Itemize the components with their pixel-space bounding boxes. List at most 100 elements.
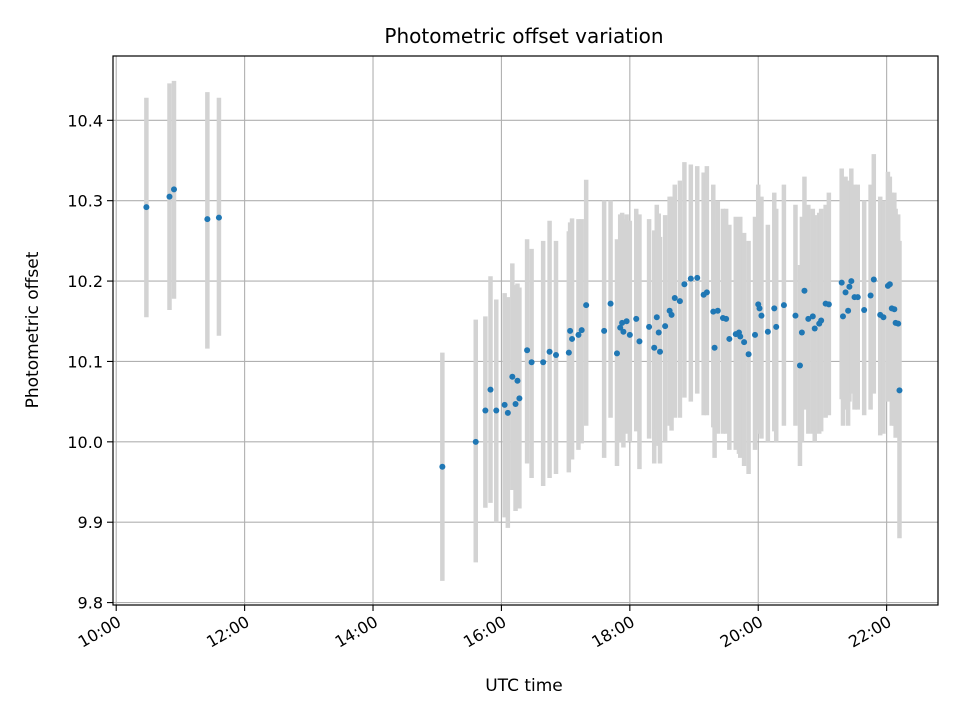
data-point — [552, 352, 559, 359]
y-tick-label: 10.4 — [67, 111, 103, 130]
data-point — [620, 328, 627, 335]
data-point — [651, 344, 658, 351]
data-point — [501, 401, 508, 408]
data-point — [633, 315, 640, 322]
data-point — [710, 308, 717, 315]
y-tick-label: 10.0 — [67, 433, 103, 452]
y-tick-label: 9.9 — [78, 513, 103, 532]
data-point — [780, 302, 787, 309]
data-point — [818, 317, 825, 324]
data-point — [528, 359, 535, 366]
y-tick-label: 10.1 — [67, 352, 103, 371]
data-point — [668, 311, 675, 318]
data-point — [694, 274, 701, 281]
data-point — [792, 312, 799, 319]
data-point — [711, 344, 718, 351]
data-point — [891, 306, 898, 313]
y-tick-label: 10.2 — [67, 272, 103, 291]
data-point — [737, 333, 744, 340]
data-point — [773, 323, 780, 330]
data-point — [565, 349, 572, 356]
y-axis-ticks: 9.8 9.9 10.0 10.1 10.2 10.3 10.4 — [67, 111, 113, 613]
data-point — [170, 186, 177, 193]
data-point — [796, 362, 803, 369]
data-point — [509, 373, 516, 380]
data-point — [771, 305, 778, 312]
data-point — [848, 278, 855, 285]
data-point — [741, 339, 748, 346]
data-point — [493, 407, 500, 414]
data-point — [758, 312, 765, 319]
data-point — [636, 338, 643, 345]
data-point — [895, 320, 902, 327]
data-point — [681, 281, 688, 288]
data-point — [540, 359, 547, 366]
data-point — [524, 347, 531, 354]
y-tick-label: 9.8 — [78, 594, 103, 613]
data-point — [607, 300, 614, 307]
data-point — [845, 307, 852, 314]
data-point — [714, 307, 721, 314]
data-points — [143, 186, 903, 470]
data-point — [215, 214, 222, 221]
data-point — [613, 350, 620, 357]
chart-title: Photometric offset variation — [384, 24, 663, 48]
data-point — [703, 289, 710, 296]
data-point — [805, 315, 812, 322]
data-point — [567, 327, 574, 334]
data-point — [764, 328, 771, 335]
data-point — [687, 275, 694, 282]
data-point — [726, 335, 733, 342]
data-point — [626, 331, 633, 338]
data-point — [204, 216, 211, 223]
data-point — [439, 463, 446, 470]
data-point — [842, 289, 849, 296]
data-point — [886, 281, 893, 288]
plot-frame — [112, 55, 939, 606]
data-point — [825, 301, 832, 308]
data-point — [752, 331, 759, 338]
data-point — [166, 193, 173, 200]
data-point — [867, 292, 874, 299]
data-point — [578, 327, 585, 334]
data-point — [569, 335, 576, 342]
data-point — [839, 313, 846, 320]
data-point — [838, 279, 845, 286]
data-point — [143, 204, 150, 211]
data-point — [512, 401, 519, 408]
data-point — [623, 318, 630, 325]
data-point — [801, 287, 808, 294]
x-axis-label: UTC time — [485, 676, 563, 696]
data-point — [617, 324, 624, 331]
y-tick-label: 10.3 — [67, 192, 103, 211]
data-point — [646, 323, 653, 330]
data-point — [798, 329, 805, 336]
data-point — [601, 327, 608, 334]
data-point — [472, 438, 479, 445]
data-point — [655, 329, 662, 336]
data-point — [504, 409, 511, 416]
data-point — [723, 315, 730, 322]
y-axis-label: Photometric offset — [23, 251, 43, 408]
data-point — [662, 323, 669, 330]
data-point — [482, 407, 489, 414]
data-point — [846, 283, 853, 290]
data-point — [745, 351, 752, 358]
data-point — [811, 325, 818, 332]
data-point — [896, 387, 903, 394]
data-point — [514, 377, 521, 384]
data-point — [546, 348, 553, 355]
data-point — [657, 348, 664, 355]
data-point — [575, 331, 582, 338]
data-point — [870, 276, 877, 283]
data-point — [861, 307, 868, 314]
data-point — [487, 386, 494, 393]
data-point — [809, 313, 816, 320]
data-point — [516, 395, 523, 402]
data-point — [583, 302, 590, 309]
data-point — [756, 305, 763, 312]
data-point — [671, 294, 678, 301]
data-point — [653, 314, 660, 321]
data-point — [880, 314, 887, 321]
